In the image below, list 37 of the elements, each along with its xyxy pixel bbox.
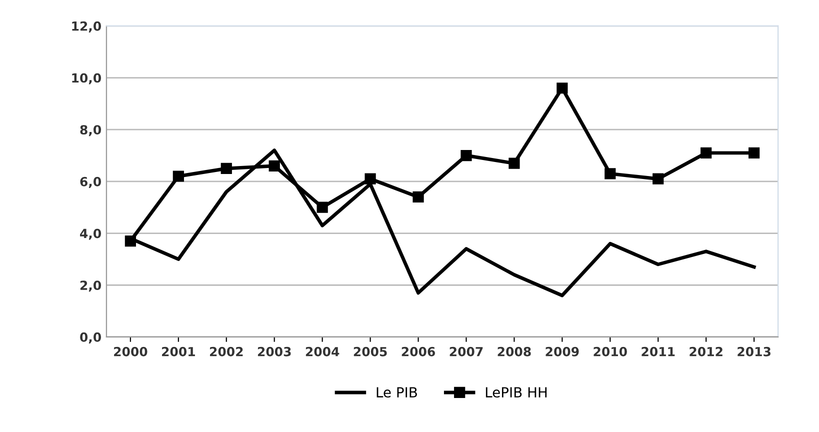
x-tick-label: 2013 [738, 346, 770, 356]
x-tick-label: 2011 [642, 346, 675, 356]
point [556, 82, 568, 94]
x-tick-label: 2010 [594, 346, 627, 356]
point [268, 160, 280, 172]
point [172, 170, 184, 182]
y-tick-label: 0,0 [80, 332, 102, 344]
point [364, 173, 376, 184]
point [316, 202, 328, 213]
y-tick-label: 10,0 [72, 73, 102, 84]
point [652, 173, 664, 184]
x-tick-label: 2001 [162, 346, 195, 356]
legend-label: LePIB HH [486, 387, 547, 398]
x-tick-label: 2006 [402, 346, 435, 356]
point [460, 150, 472, 162]
x-tick-label: 2005 [354, 346, 387, 356]
x-tick-label: 2000 [114, 346, 148, 356]
point [508, 158, 520, 169]
y-tick-label: 8,0 [80, 125, 102, 136]
point [700, 147, 712, 158]
x-tick-label: 2007 [450, 346, 483, 356]
point [220, 162, 232, 174]
x-tick-label: 2004 [306, 346, 340, 356]
y-tick-label: 4,0 [80, 228, 102, 240]
x-tick-label: 2012 [690, 346, 722, 356]
y-tick-label: 2,0 [80, 280, 102, 292]
point [604, 168, 616, 180]
legend-label: Le PIB [376, 387, 417, 398]
x-tick-label: 2009 [546, 346, 579, 356]
x-tick-label: 2008 [498, 346, 531, 356]
point [124, 236, 136, 247]
point [748, 147, 760, 158]
x-tick-label: 2003 [258, 346, 291, 356]
point [412, 191, 424, 203]
y-tick-label: 6,0 [80, 176, 102, 188]
x-tick-label: 2002 [210, 346, 243, 356]
y-tick-label: 12,0 [72, 21, 102, 32]
